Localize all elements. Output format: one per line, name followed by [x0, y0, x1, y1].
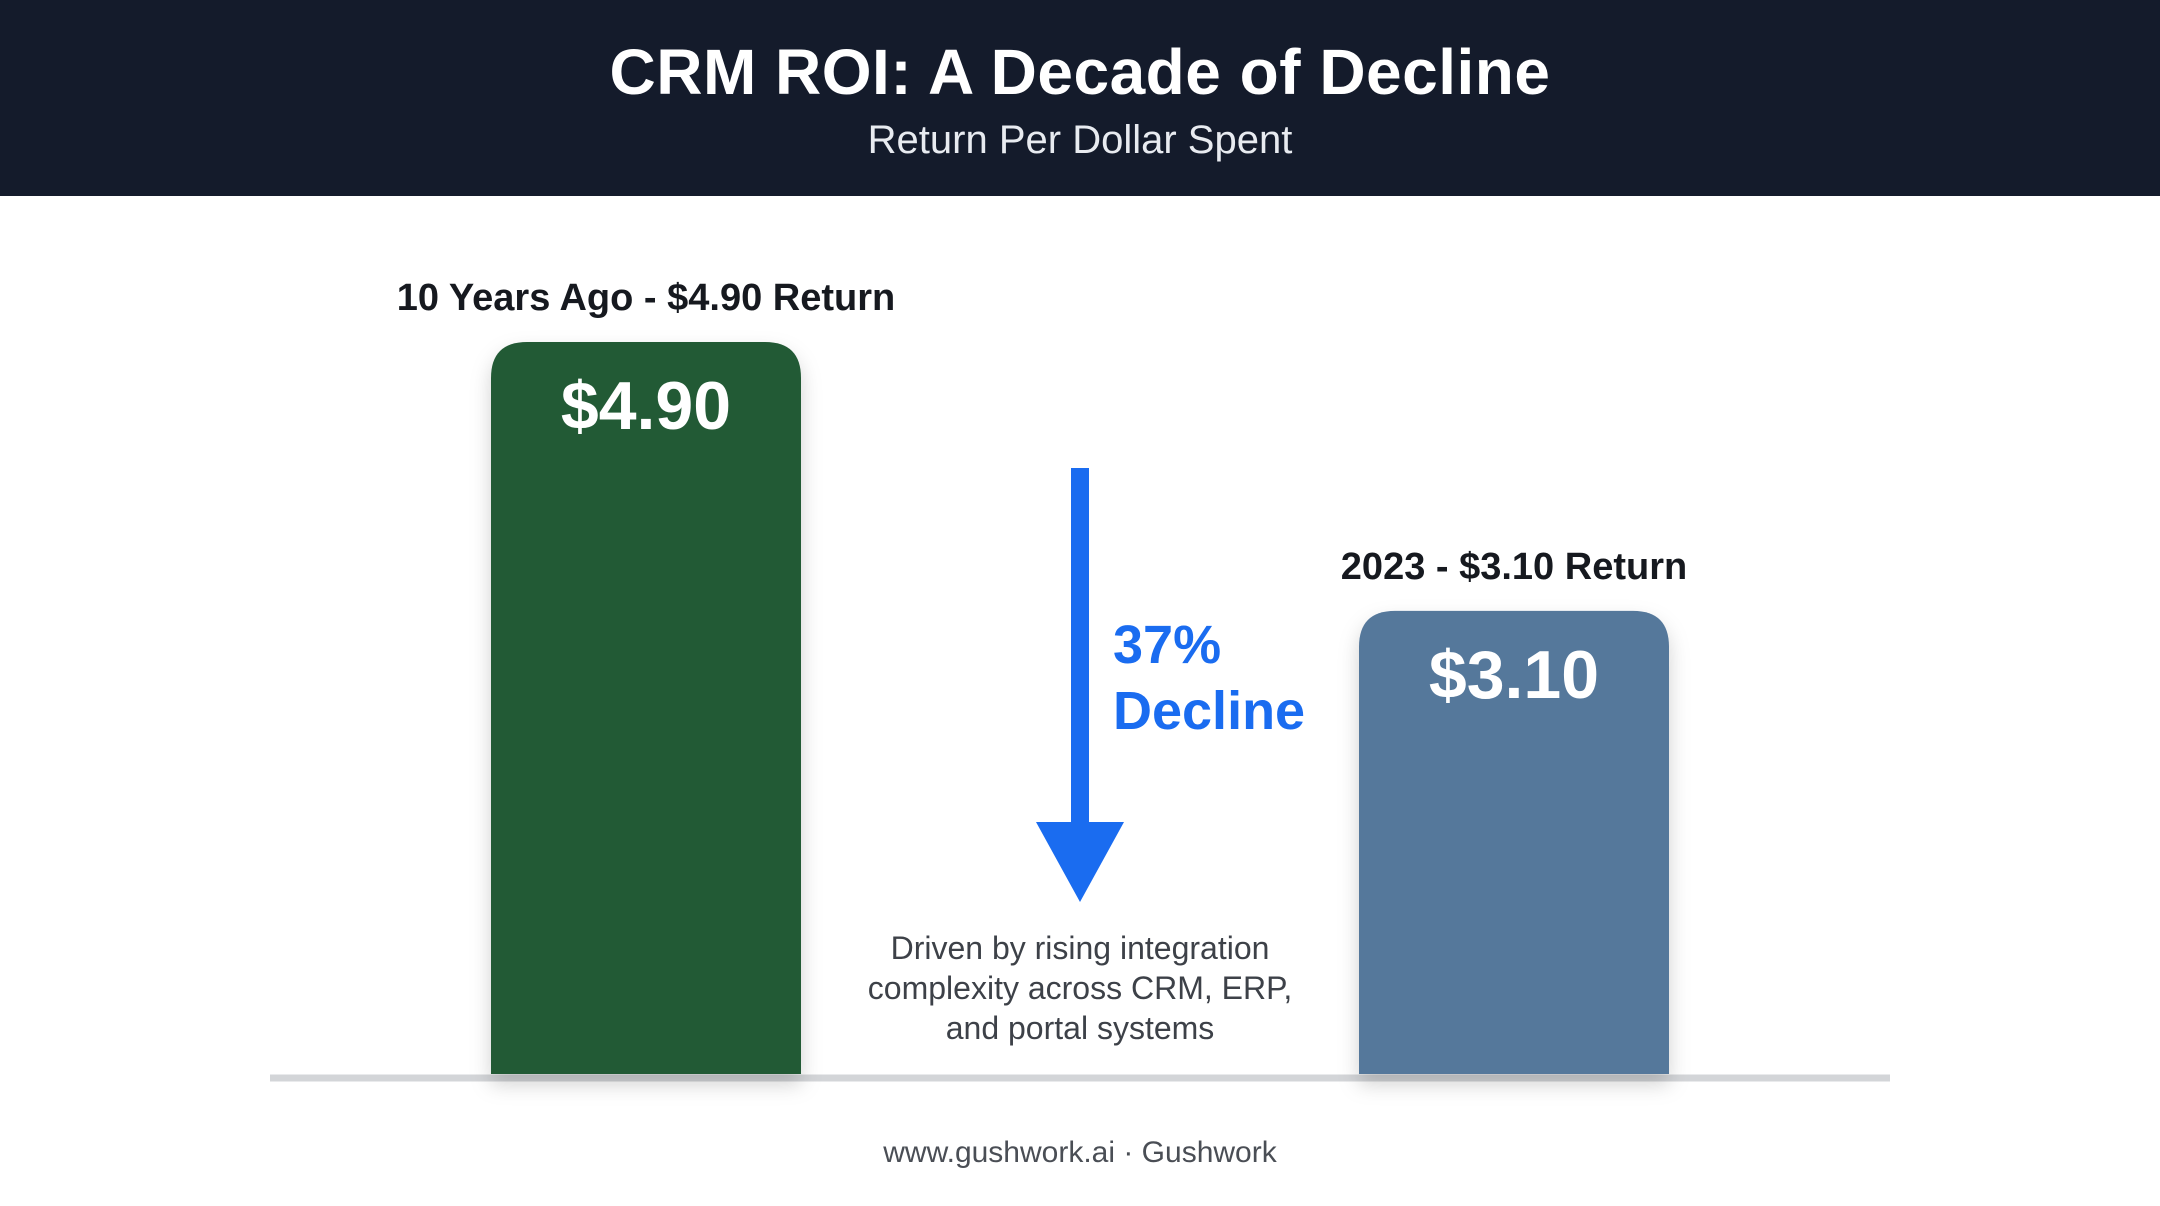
- bar-2: [1359, 610, 1669, 1074]
- category-label-2: 2023 - $3.10 Return: [1341, 546, 1687, 588]
- bar-1: [491, 342, 801, 1074]
- decline-arrow: [1036, 468, 1124, 902]
- header-banner: CRM ROI: A Decade of Decline Return Per …: [0, 0, 2160, 196]
- decline-label: Decline: [1113, 681, 1305, 741]
- footer-credit: www.gushwork.ai · Gushwork: [883, 1136, 1277, 1169]
- bar-value-label-1: $4.90: [561, 368, 731, 444]
- bar-value-label-2: $3.10: [1429, 637, 1599, 713]
- chart-title: CRM ROI: A Decade of Decline: [609, 36, 1551, 108]
- annotation-note: Driven by rising integration complexity …: [867, 930, 1293, 1046]
- decline-percent: 37%: [1113, 615, 1221, 675]
- category-label-1: 10 Years Ago - $4.90 Return: [397, 277, 895, 319]
- chart-subtitle: Return Per Dollar Spent: [867, 118, 1293, 162]
